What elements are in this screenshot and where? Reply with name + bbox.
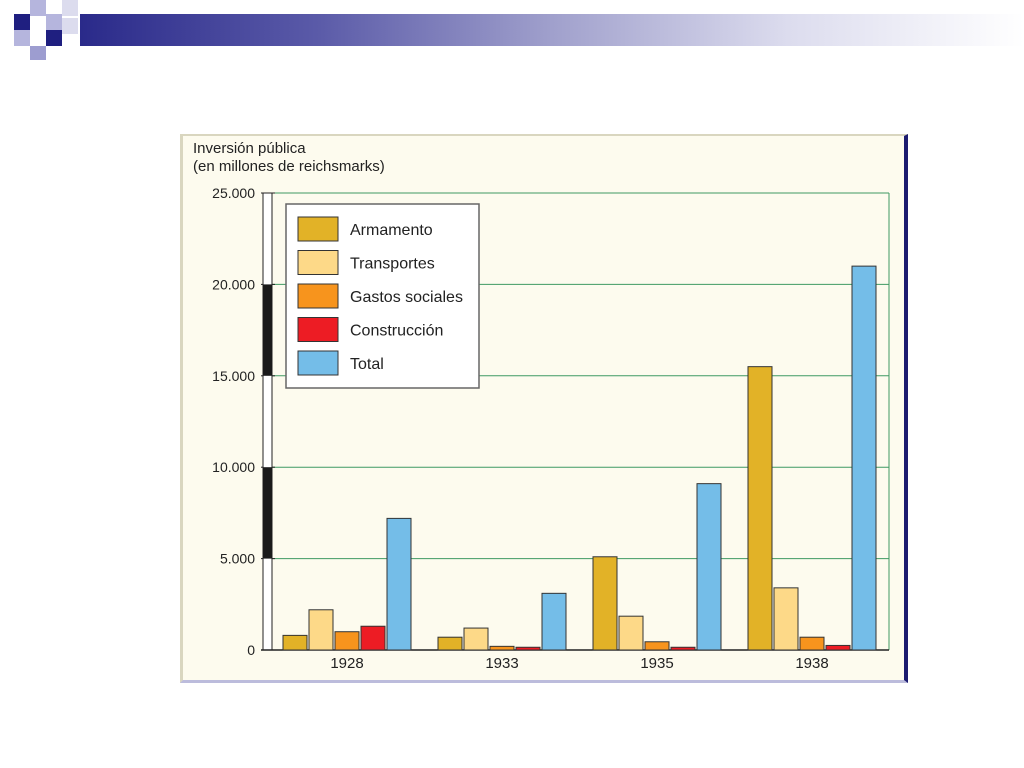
legend-swatch — [297, 250, 339, 275]
decor-square-navy — [46, 30, 62, 46]
decor-square-lavender — [14, 30, 30, 46]
y-tick-label: 0 — [247, 642, 255, 658]
bar — [747, 366, 773, 651]
bar — [360, 625, 386, 651]
legend-label: Total — [350, 356, 384, 373]
bar — [437, 636, 463, 651]
legend-label: Gastos sociales — [350, 289, 463, 306]
legend-label: Transportes — [350, 256, 435, 273]
bar — [773, 587, 799, 651]
legend-swatch — [297, 283, 339, 309]
y-axis-segment — [263, 284, 272, 376]
y-axis-bar — [262, 192, 273, 651]
bar — [799, 636, 825, 651]
bar — [696, 483, 722, 651]
bar — [851, 265, 877, 651]
chart-subtitle: (en millones de reichsmarks) — [193, 158, 385, 175]
y-tick-label: 15.000 — [212, 368, 255, 384]
legend-swatch — [297, 317, 339, 342]
bar — [592, 556, 618, 651]
bar — [515, 646, 541, 651]
chart-plot: 0 5.000 10.000 15.000 20.000 25.000 1928 1933 19… — [212, 185, 890, 672]
header-gradient-bar — [80, 14, 1024, 46]
bar — [541, 592, 567, 651]
legend-label: Construcción — [350, 323, 443, 340]
decor-square-pale — [62, 18, 78, 34]
x-category-label: 1928 — [330, 655, 363, 672]
y-tick-label: 20.000 — [212, 276, 255, 292]
decor-square-lavender — [30, 0, 46, 16]
x-category-label: 1938 — [795, 655, 828, 672]
x-category-label: 1935 — [640, 655, 673, 672]
bar — [489, 645, 515, 651]
bar — [308, 609, 334, 651]
y-tick-label: 5.000 — [220, 551, 255, 567]
decor-square-navy — [14, 14, 30, 30]
decor-square-lavender — [30, 46, 46, 60]
legend-label: Armamento — [350, 222, 433, 239]
legend-swatch — [297, 350, 339, 376]
bar — [282, 634, 308, 651]
y-tick-label: 10.000 — [212, 459, 255, 475]
legend-swatch — [297, 216, 339, 242]
decor-square-pale — [62, 0, 78, 16]
decor-square-lavender — [46, 14, 62, 30]
bar — [334, 631, 360, 651]
bar — [825, 644, 851, 651]
y-tick-label: 25.000 — [212, 185, 255, 201]
bar — [670, 646, 696, 651]
chart-title: Inversión pública — [193, 140, 306, 157]
x-category-label: 1933 — [485, 655, 518, 672]
bar — [618, 615, 644, 651]
bar — [386, 517, 412, 651]
chart-frame: Inversión pública (en millones de reichs… — [180, 134, 908, 683]
bar — [644, 641, 670, 651]
y-axis-segment — [263, 467, 272, 559]
bar — [463, 627, 489, 651]
